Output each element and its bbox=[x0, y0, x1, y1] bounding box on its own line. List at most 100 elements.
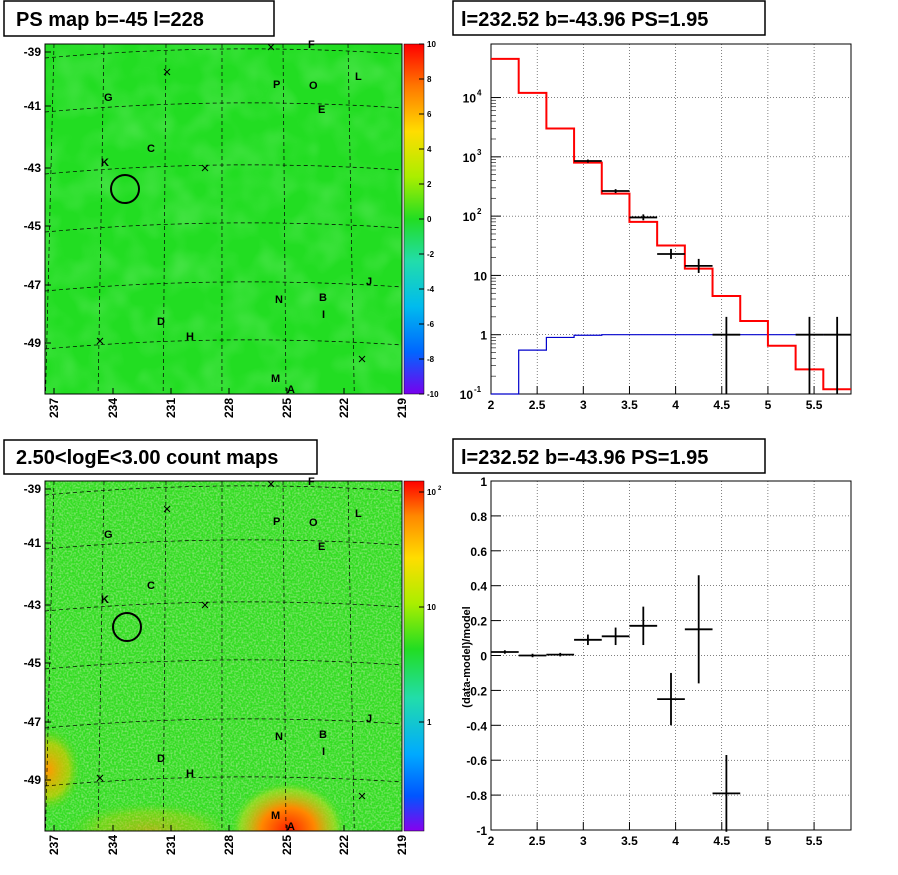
spectrum-y-tick-label: 10 bbox=[463, 210, 477, 224]
latitude-grid-line bbox=[45, 222, 402, 233]
count-cbar-tick-100: 10 bbox=[427, 488, 436, 497]
longitude-grid-line bbox=[347, 481, 355, 831]
spectrum-x-tick-label: 4 bbox=[672, 398, 679, 412]
count-cbar-tick-1: 1 bbox=[427, 718, 432, 727]
latitude-grid-line bbox=[45, 659, 402, 670]
spectrum-x-tick-label: 3 bbox=[580, 398, 587, 412]
source-label-g: G bbox=[104, 92, 113, 104]
source-label-n-counts: N bbox=[275, 731, 283, 743]
spectrum-y-tick-label: 10 bbox=[474, 269, 488, 283]
total-model-histogram bbox=[491, 57, 851, 391]
colorbar-tick-label: -2 bbox=[427, 250, 435, 259]
b-tick-label-1: -41 bbox=[24, 99, 42, 113]
l-tick-label-0: 237 bbox=[47, 835, 61, 855]
source-label-j-counts: J bbox=[366, 713, 372, 725]
longitude-grid-line bbox=[45, 44, 55, 394]
count-cbar-tick-100-exp: 2 bbox=[438, 486, 442, 492]
b-tick-label-4: -47 bbox=[24, 715, 42, 729]
residual-x-tick-label: 3 bbox=[580, 834, 587, 848]
longitude-grid-line bbox=[282, 481, 287, 831]
target-circle-marker bbox=[110, 174, 140, 204]
source-label-p: P bbox=[273, 79, 280, 91]
spectrum-panel: l=232.52 b=-43.96 PS=1.95 2 2.5 3 3.5 4 4.5 5 5… bbox=[452, 0, 852, 412]
l-tick-label-4: 225 bbox=[280, 835, 294, 855]
source-label-e-counts: E bbox=[318, 541, 325, 553]
ps-map-frame bbox=[44, 43, 403, 395]
latitude-grid-line bbox=[45, 102, 402, 113]
spectrum-y-tick-label: 1 bbox=[480, 329, 487, 343]
latitude-grid-line bbox=[45, 164, 402, 175]
l-tick-label-2: 231 bbox=[164, 835, 178, 855]
b-tick-label-0: -39 bbox=[24, 482, 42, 496]
source-label-a-counts: A bbox=[287, 821, 295, 833]
longitude-grid-line bbox=[282, 44, 287, 394]
ps-map-title: PS map b=-45 l=228 bbox=[16, 9, 204, 31]
residual-y-tick-label: 0.6 bbox=[470, 545, 487, 559]
residual-x-tick-label: 2 bbox=[488, 834, 495, 848]
source-label-d-counts: D bbox=[157, 753, 165, 765]
spectrum-title-box bbox=[452, 0, 766, 36]
source-label-a: A bbox=[287, 384, 295, 396]
source-label-f-counts: F bbox=[308, 476, 315, 488]
b-tick-label-0: -39 bbox=[24, 45, 42, 59]
longitude-grid-line bbox=[97, 481, 105, 831]
b-tick-label-5: -49 bbox=[24, 336, 42, 350]
spectrum-x-tick-label: 2 bbox=[488, 398, 495, 412]
count-map-l-axis: 237 234 231 228 225 222 219 bbox=[47, 825, 409, 855]
longitude-grid-line bbox=[162, 44, 167, 394]
ps-map-sources: F L P O G E C K J N BI D H MA bbox=[96, 39, 372, 396]
source-label-l: L bbox=[355, 71, 362, 83]
longitude-grid-line bbox=[162, 481, 167, 831]
l-tick-label-0: 237 bbox=[47, 398, 61, 418]
spectrum-x-tick-label: 3.5 bbox=[621, 398, 638, 412]
source-label-j: J bbox=[366, 276, 372, 288]
residual-panel: l=232.52 b=-43.96 PS=1.95 (data-model)/m… bbox=[452, 438, 852, 848]
residual-y-tick-label: 0 bbox=[480, 650, 487, 664]
longitude-grid-line bbox=[347, 44, 355, 394]
residual-title-box bbox=[452, 438, 766, 474]
count-map-sources: F L P O G E C K J N BI D H MA bbox=[96, 476, 372, 833]
spectrum-y-tick-label: 10 bbox=[463, 92, 477, 106]
residual-x-tick-label: 5.5 bbox=[806, 834, 823, 848]
spectrum-y-tick-label: 10 bbox=[463, 151, 477, 165]
b-tick-label-2: -43 bbox=[24, 161, 42, 175]
colorbar-tick-label: 6 bbox=[427, 110, 432, 119]
spectrum-y-tick-label: 10 bbox=[460, 388, 474, 402]
l-tick-label-3: 228 bbox=[222, 835, 236, 855]
residual-y-tick-label: 1 bbox=[480, 475, 487, 489]
count-map-title-box bbox=[3, 439, 318, 475]
source-label-k: K bbox=[101, 157, 109, 169]
source-label-n: N bbox=[275, 294, 283, 306]
l-tick-label-3: 228 bbox=[222, 398, 236, 418]
l-tick-label-6: 219 bbox=[395, 398, 409, 418]
residual-plot: 2 2.5 3 3.5 4 4.5 5 5.5 1 0.8 0.6 0.4 0.2 0 -0.2 -0.4 -0… bbox=[466, 475, 852, 848]
residual-y-axis-label: (data-model)/model bbox=[461, 606, 473, 707]
x-marker bbox=[163, 505, 171, 513]
l-tick-label-6: 219 bbox=[395, 835, 409, 855]
source-label-c-counts: C bbox=[147, 580, 155, 592]
ps-map-panel: PS map b=-45 l=228 -39 -41 -43 -45 -47 -49 23… bbox=[3, 0, 439, 418]
spectrum-x-tick-label: 2.5 bbox=[529, 398, 546, 412]
spectrum-y-tick-exponent: 4 bbox=[477, 89, 482, 98]
source-label-m-counts: M bbox=[271, 810, 280, 822]
residual-y-tick-label: -1 bbox=[476, 824, 487, 838]
source-label-i: I bbox=[322, 309, 325, 321]
count-cbar-tick-10: 10 bbox=[427, 603, 436, 612]
residual-title: l=232.52 b=-43.96 PS=1.95 bbox=[461, 447, 708, 469]
residual-x-tick-label: 2.5 bbox=[529, 834, 546, 848]
count-map-frame bbox=[44, 480, 403, 832]
source-label-b: B bbox=[319, 292, 327, 304]
spectrum-x-tick-label: 4.5 bbox=[713, 398, 730, 412]
b-tick-label-3: -45 bbox=[24, 219, 42, 233]
colorbar-tick-label: -6 bbox=[427, 320, 435, 329]
colorbar-tick-label: 2 bbox=[427, 180, 432, 189]
colorbar-tick-label: 10 bbox=[427, 40, 436, 49]
spectrum-y-tick-exponent: -1 bbox=[474, 385, 482, 394]
x-marker bbox=[201, 601, 209, 609]
spectrum-x-tick-label: 5.5 bbox=[806, 398, 823, 412]
latitude-grid-line bbox=[45, 339, 402, 350]
latitude-grid-line bbox=[45, 281, 402, 292]
ps-map-grid bbox=[45, 44, 402, 394]
